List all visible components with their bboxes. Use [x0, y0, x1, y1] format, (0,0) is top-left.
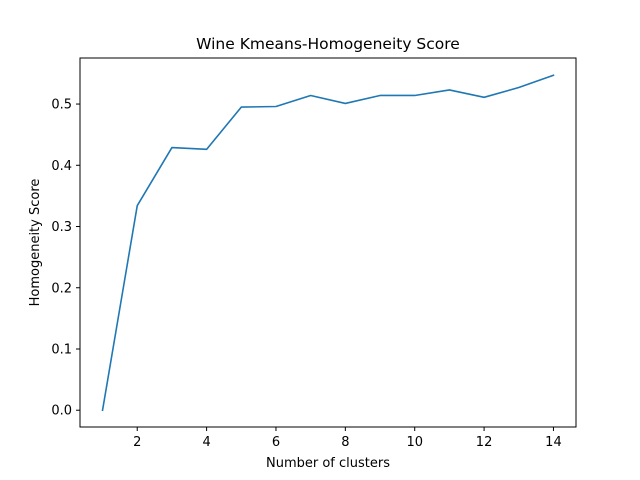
plot-area-frame: [79, 57, 577, 428]
x-tick-label: 6: [272, 435, 280, 450]
y-tick-label: 0.4: [51, 159, 72, 174]
series-line: [101, 74, 555, 412]
x-tick-label: 4: [202, 435, 210, 450]
x-tick-label: 10: [406, 435, 423, 450]
x-tick-label: 12: [476, 435, 493, 450]
y-tick-label: 0.3: [51, 220, 72, 235]
x-tick-label: 14: [545, 435, 562, 450]
y-axis-ticks: 0.0 0.1 0.2 0.3 0.4 0.5: [51, 98, 80, 419]
x-axis-label: Number of clusters: [266, 456, 390, 471]
y-tick-label: 0.1: [51, 342, 72, 357]
chart-title: Wine Kmeans-Homogeneity Score: [196, 35, 460, 53]
y-tick-label: 0.0: [51, 404, 72, 419]
x-tick-label: 8: [341, 435, 349, 450]
y-tick-label: 0.2: [51, 281, 72, 296]
x-axis-ticks: 2 4 6 8 10 12 14: [133, 427, 562, 450]
y-axis-label: Homogeneity Score: [28, 179, 43, 307]
y-tick-label: 0.5: [51, 98, 72, 113]
series-lines: [101, 74, 555, 412]
x-tick-label: 2: [133, 435, 141, 450]
